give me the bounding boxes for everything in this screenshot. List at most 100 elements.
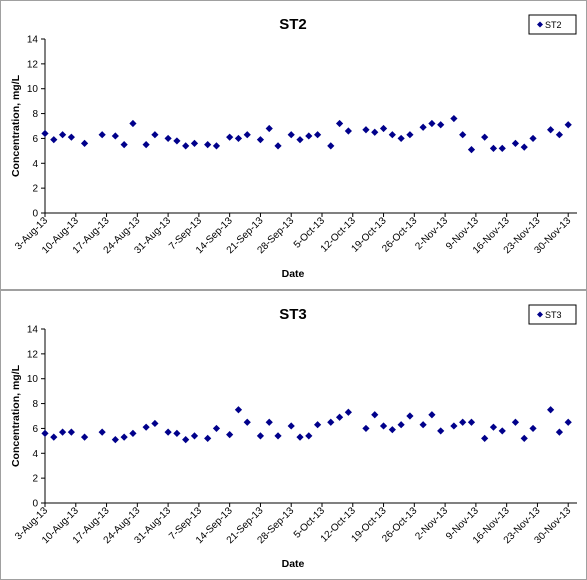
- data-point: [547, 406, 555, 414]
- y-tick-label: 2: [32, 184, 38, 195]
- data-point: [129, 119, 137, 128]
- data-point: [164, 428, 172, 436]
- data-point: [555, 131, 564, 139]
- data-point: [274, 432, 282, 440]
- data-point: [520, 434, 528, 442]
- data-point: [256, 432, 265, 440]
- data-point: [98, 131, 106, 139]
- data-point: [173, 137, 181, 145]
- data-point: [388, 426, 396, 434]
- data-point: [190, 139, 199, 147]
- data-point: [129, 429, 137, 437]
- data-point: [379, 422, 388, 430]
- data-point: [265, 124, 273, 133]
- data-point: [529, 134, 537, 143]
- data-point: [481, 434, 489, 442]
- data-point: [428, 119, 436, 128]
- x-axis-label: Date: [282, 268, 305, 280]
- data-point: [173, 429, 181, 437]
- y-tick-label: 10: [27, 84, 39, 95]
- data-point: [547, 126, 555, 134]
- data-point: [327, 418, 335, 426]
- data-point: [450, 114, 458, 123]
- y-tick-label: 0: [32, 499, 38, 510]
- y-tick-label: 8: [32, 399, 38, 410]
- data-point: [274, 142, 282, 150]
- data-point: [111, 132, 119, 140]
- data-point: [58, 428, 67, 436]
- data-point: [50, 136, 58, 144]
- chart-title: ST3: [279, 306, 307, 323]
- data-point: [58, 131, 67, 139]
- legend: ST2: [528, 14, 577, 35]
- data-point: [256, 136, 265, 144]
- y-tick-label: 10: [27, 374, 39, 385]
- data-point: [120, 141, 128, 149]
- data-point: [498, 144, 506, 152]
- data-point: [111, 436, 119, 444]
- data-point: [489, 144, 498, 152]
- data-point: [371, 411, 379, 419]
- y-tick-label: 12: [27, 349, 39, 360]
- y-tick-label: 2: [32, 474, 38, 485]
- data-point: [80, 139, 89, 147]
- legend-marker: [537, 21, 543, 28]
- data-point: [327, 142, 335, 150]
- legend: ST3: [528, 304, 577, 325]
- legend-marker: [537, 311, 543, 318]
- y-tick-label: 14: [27, 325, 39, 336]
- chart-panel-st2: ST2 0 2 4 6 8 10 12 14 3-Aug-13 10-Aug-13 17-Aug-13…: [0, 0, 587, 290]
- legend-label: ST3: [545, 310, 562, 320]
- data-point: [212, 142, 221, 150]
- data-point: [313, 131, 322, 139]
- data-point: [41, 429, 49, 437]
- data-point: [450, 422, 458, 430]
- chart-st3: ST3024681012143-Aug-1310-Aug-1317-Aug-13…: [10, 304, 577, 570]
- data-point: [313, 421, 322, 429]
- data-point: [406, 131, 414, 139]
- data-point: [397, 421, 405, 429]
- data-point: [459, 418, 467, 426]
- data-point: [212, 424, 221, 433]
- data-point: [344, 127, 352, 135]
- data-point: [296, 433, 304, 441]
- data-point: [388, 131, 396, 139]
- data-point: [428, 411, 436, 419]
- data-point: [67, 133, 75, 141]
- data-point: [164, 134, 172, 143]
- data-point: [287, 422, 295, 430]
- data-point: [335, 119, 344, 128]
- data-point: [243, 131, 251, 139]
- data-point: [489, 423, 498, 431]
- data-point: [142, 141, 150, 149]
- y-tick-label: 6: [32, 424, 38, 435]
- data-point: [243, 418, 251, 426]
- data-point: [50, 433, 58, 441]
- data-point: [234, 134, 243, 143]
- data-point: [511, 418, 520, 426]
- data-point: [234, 406, 243, 414]
- data-point: [265, 418, 273, 426]
- legend-label: ST2: [545, 20, 562, 30]
- y-tick-label: 12: [27, 59, 39, 70]
- data-point: [344, 408, 352, 416]
- data-point: [529, 424, 537, 433]
- data-point: [67, 428, 75, 436]
- data-point: [296, 136, 304, 144]
- y-tick-label: 8: [32, 109, 38, 120]
- legend-box: [528, 304, 577, 325]
- data-point: [419, 123, 427, 131]
- data-point: [406, 412, 414, 420]
- y-tick-label: 4: [32, 159, 38, 170]
- data-point: [204, 434, 212, 442]
- data-point: [204, 141, 212, 149]
- data-point: [120, 433, 128, 441]
- data-point: [226, 431, 234, 439]
- chart-panel-st3: ST3 0 2 4 6 8 10 12 14 3-Aug-13 10-Aug-13 17-Aug-13…: [0, 290, 587, 580]
- data-point: [41, 129, 49, 138]
- data-point: [511, 139, 520, 147]
- y-axis-label: Concentration, mg/L: [10, 74, 22, 177]
- data-point: [397, 134, 405, 143]
- legend-box: [528, 14, 577, 35]
- data-point: [182, 142, 190, 150]
